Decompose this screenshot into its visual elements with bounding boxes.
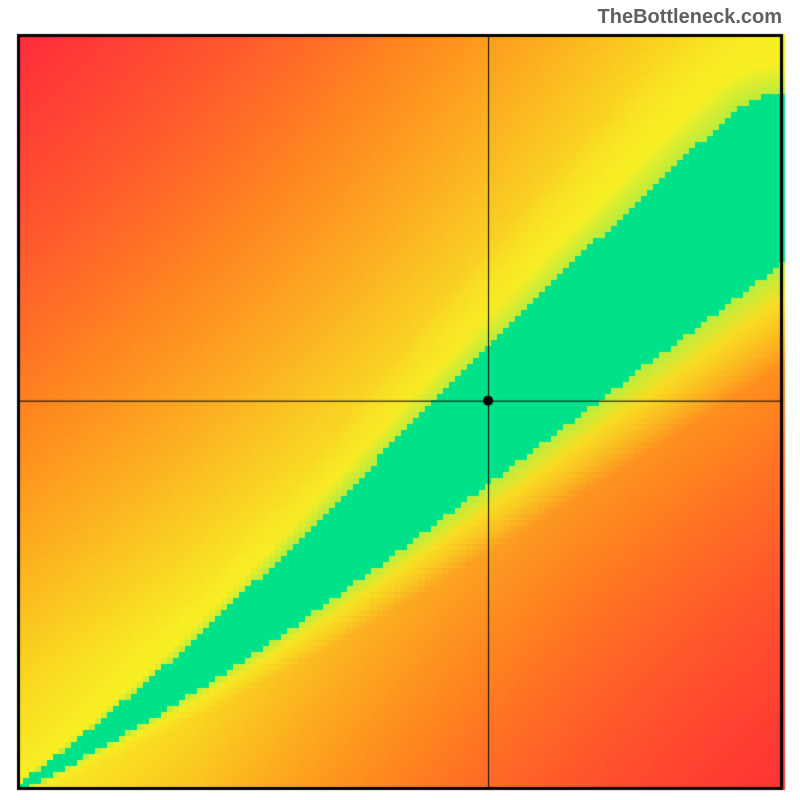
attribution-text: TheBottleneck.com bbox=[598, 6, 782, 29]
heatmap-canvas bbox=[0, 0, 800, 800]
chart-container: TheBottleneck.com bbox=[0, 0, 800, 800]
